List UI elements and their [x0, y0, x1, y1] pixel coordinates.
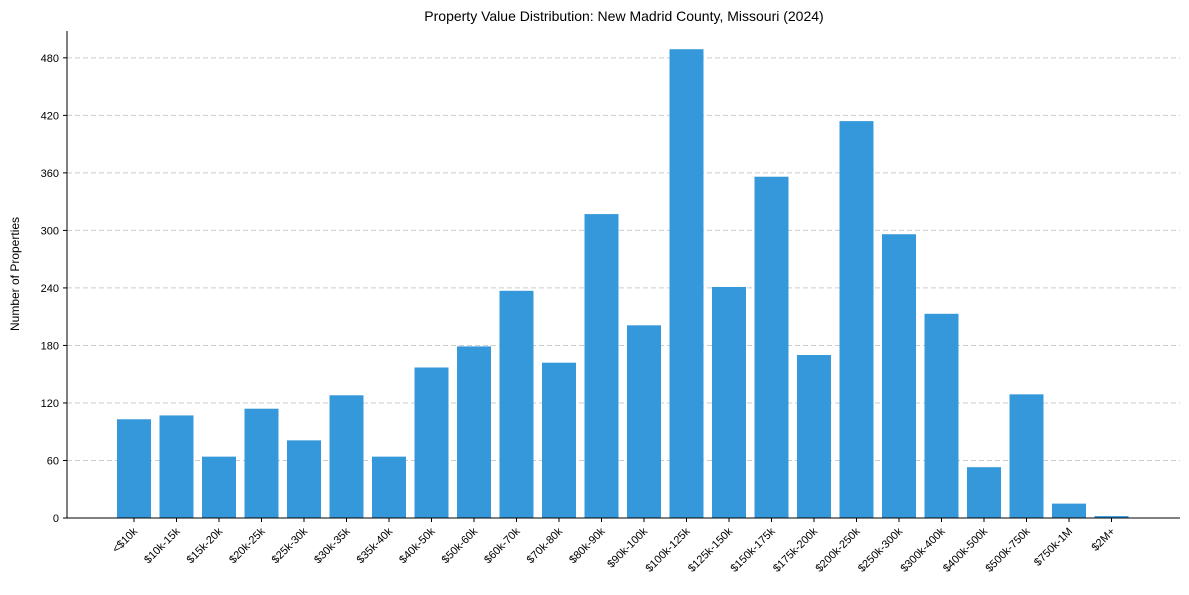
axes [63, 31, 1180, 522]
bar [1009, 394, 1044, 518]
x-tick-label: $400k-500k [941, 525, 990, 574]
bar [882, 234, 916, 519]
x-tick-label: $175k-200k [771, 525, 820, 574]
x-tick-label: $750k-1M [1032, 526, 1075, 569]
bar [117, 419, 151, 518]
y-tick-label: 0 [53, 513, 59, 525]
bar [669, 49, 704, 518]
x-tick-label: $40k-50k [397, 525, 438, 566]
x-tick-label: $35k-40k [355, 525, 396, 566]
x-tick-label: $20k-25k [227, 525, 268, 566]
x-tick-label: $50k-60k [440, 525, 481, 566]
bar [584, 214, 619, 519]
bar [159, 415, 194, 518]
bar [1052, 503, 1086, 518]
x-tick-label: $80k-90k [567, 525, 608, 566]
y-tick-labels: 0 60 120 180 240 300 360 420 480 [41, 53, 59, 525]
bar [244, 408, 279, 518]
x-tick-label: $60k-70k [482, 525, 523, 566]
y-tick-label: 300 [41, 225, 59, 237]
y-tick-label: 240 [41, 283, 59, 295]
y-tick-label: 60 [47, 455, 59, 467]
x-tick-label: $25k-30k [270, 525, 311, 566]
x-tick-label: $300k-400k [898, 525, 947, 574]
x-tick-label: <$10k [110, 525, 140, 555]
gridlines [67, 57, 1180, 461]
y-tick-label: 420 [41, 110, 59, 122]
x-tick-label: $70k-80k [525, 525, 566, 566]
bar [712, 286, 746, 518]
bar [499, 290, 534, 518]
bar [627, 325, 661, 518]
bar [754, 176, 789, 518]
bar [287, 440, 321, 518]
x-tick-label: $500k-750k [983, 525, 1032, 574]
bar [797, 355, 831, 518]
bars [117, 49, 1129, 519]
x-tick-labels: <$10k $10k-15k $15k-20k $20k-25k $25k-30k $30… [110, 525, 1117, 574]
y-tick-label: 480 [41, 53, 59, 65]
bar [1094, 516, 1129, 518]
x-tick-label: $125k-150k [686, 525, 735, 574]
y-tick-label: 360 [41, 168, 59, 180]
y-tick-label: 120 [41, 398, 59, 410]
x-tick-label: $100k-125k [643, 525, 692, 574]
chart-title: Property Value Distribution: New Madrid … [424, 8, 823, 24]
bar [924, 313, 959, 518]
x-tick-label: $30k-35k [312, 525, 353, 566]
bar [329, 395, 364, 518]
bar [839, 121, 874, 519]
y-tick-label: 180 [41, 340, 59, 352]
x-tick-label: $150k-175k [728, 525, 777, 574]
bar [967, 467, 1001, 518]
x-tick-label: $15k-20k [185, 525, 226, 566]
x-tick-label: $10k-15k [142, 525, 183, 566]
bar [372, 456, 406, 518]
x-tick-label: $200k-250k [813, 525, 862, 574]
bar [414, 367, 449, 518]
bar [202, 456, 236, 518]
y-axis-label: Number of Properties [8, 217, 22, 331]
x-tick-label: $250k-300k [856, 525, 905, 574]
x-tick-label: $90k-100k [605, 525, 650, 570]
bar [457, 346, 491, 518]
bar [542, 362, 576, 518]
x-tick-label: $2M+ [1089, 526, 1117, 554]
